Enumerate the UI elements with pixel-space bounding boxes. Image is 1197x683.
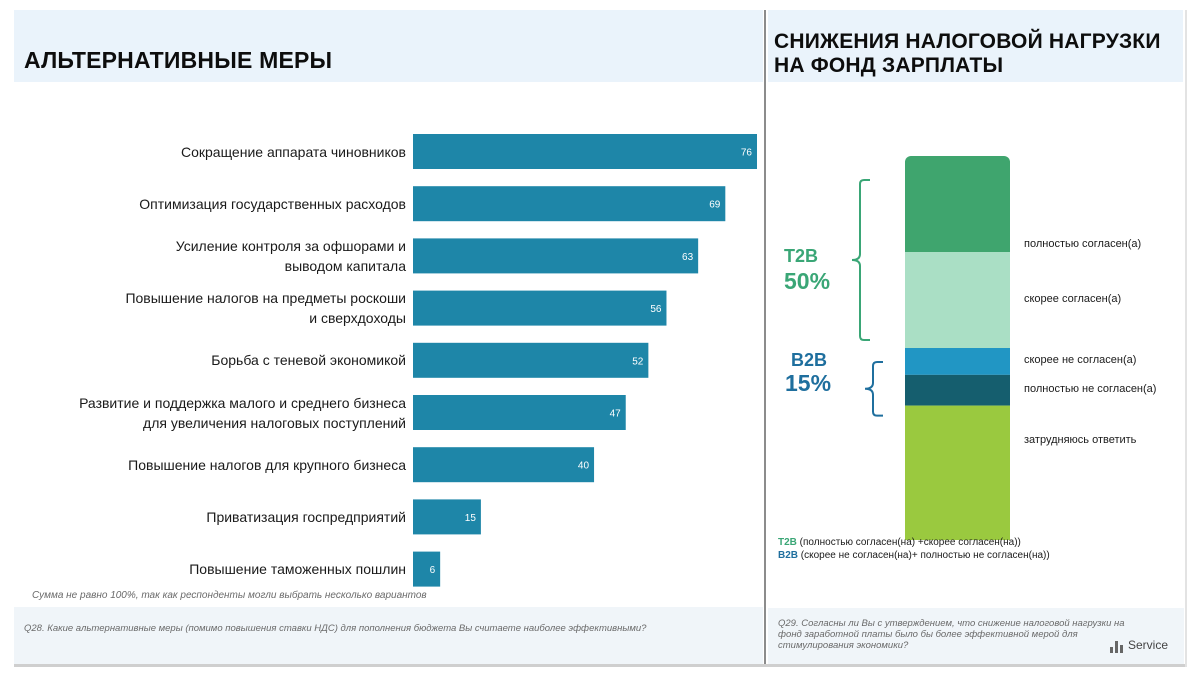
- left-title-bar: АЛЬТЕРНАТИВНЫЕ МЕРЫ: [14, 10, 763, 82]
- bar-2: [413, 186, 726, 222]
- bar-value-label-3: 63: [682, 252, 694, 263]
- bar-category-label-4: Повышение налогов на предметы роскоши и с…: [26, 288, 406, 328]
- logo-text: Service: [1128, 638, 1169, 653]
- bar-category-label-6-line-2: для увеличения налоговых поступлений: [143, 414, 406, 431]
- bar-value-label-1: 76: [741, 148, 753, 159]
- left-title: АЛЬТЕРНАТИВНЫЕ МЕРЫ: [24, 47, 333, 73]
- t2b-label: T2B: [784, 246, 819, 266]
- legend-b2b-key: B2B: [778, 550, 799, 561]
- right-footer: [768, 608, 1184, 665]
- bar-value-label-4: 56: [650, 304, 662, 315]
- bar-value-label-2: 69: [709, 200, 721, 211]
- tax-burden-stacked-chart: [851, 156, 1010, 540]
- bar-category-label-1-line-1: Сокращение аппарата чиновников: [180, 143, 406, 160]
- bar-category-label-2-line-1: Оптимизация государственных расходов: [139, 195, 406, 212]
- right-panel: СНИЖЕНИЯ НАЛОГОВОЙ НАГРУЗКИ НА ФОНД ЗАРП…: [768, 10, 1186, 665]
- stack-segment-label-3: скорее не согласен(а): [1024, 354, 1137, 367]
- legend-t2b-text: (полностью согласен(на) +скорее согласен…: [796, 537, 1021, 548]
- panel-divider: [764, 10, 766, 667]
- question-q29-line-2: фонд заработной платы было бы более эффе…: [778, 629, 1078, 640]
- stack-segment-label-2: скорее согласен(а): [1024, 293, 1122, 305]
- bar-value-label-8: 15: [465, 513, 477, 524]
- right-title-line-1: СНИЖЕНИЯ НАЛОГОВОЙ НАГРУЗКИ: [774, 30, 1161, 53]
- left-panel: АЛЬТЕРНАТИВНЫЕ МЕРЫ 76 69 63 56 52 47 40 15 6 Со…: [14, 10, 763, 665]
- bar-category-label-5: Борьба с теневой экономикой: [26, 350, 406, 370]
- bar-category-label-8-line-1: Приватизация госпредприятий: [206, 508, 406, 525]
- stack-segment-label-5: затрудняюсь ответить: [1024, 433, 1137, 446]
- question-q28: Q28. Какие альтернативные меры (помимо п…: [24, 623, 647, 634]
- b2b-label: B2B: [791, 350, 828, 370]
- bar-value-label-7: 40: [578, 461, 590, 472]
- bar-5: [413, 342, 649, 378]
- legend-t2b: T2B (полностью согласен(на) +скорее согл…: [778, 537, 1021, 548]
- bar-category-label-6-line-1: Развитие и поддержка малого и среднего б…: [79, 394, 406, 411]
- question-q29-line-3: стимулирования экономики?: [778, 640, 909, 651]
- bar-category-label-9: Повышение таможенных пошлин: [26, 559, 406, 579]
- logo-bars-icon: [1110, 641, 1123, 653]
- legend-t2b-key: T2B: [778, 537, 797, 548]
- bar-category-label-1: Сокращение аппарата чиновников: [26, 142, 406, 162]
- stack-segment-label-4: полностью не согласен(а): [1024, 383, 1157, 396]
- left-footer: [14, 607, 763, 665]
- legend-b2b-text: (скорее не согласен(на)+ полностью не со…: [798, 550, 1050, 561]
- bar-category-label-6: Развитие и поддержка малого и среднего б…: [26, 393, 406, 433]
- bar-category-label-9-line-1: Повышение таможенных пошлин: [189, 561, 406, 578]
- service-logo: Service: [1108, 638, 1168, 654]
- stack-segment-4: [905, 374, 1010, 406]
- bar-4: [413, 290, 667, 326]
- bar-category-label-3: Усиление контроля за офшорами и выводом к…: [26, 236, 406, 276]
- stack-segment-1-fill: [905, 164, 1010, 252]
- bar-9: [413, 551, 441, 587]
- bar-category-label-7: Повышение налогов для крупного бизнеса: [26, 455, 406, 475]
- bar-value-label-5: 52: [632, 356, 644, 367]
- b2b-brace: [864, 361, 883, 417]
- bar-value-label-6: 47: [610, 409, 622, 420]
- footnote: Сумма не равно 100%, так как респонденты…: [32, 590, 427, 601]
- page-right-edge: [1185, 10, 1187, 667]
- bar-1: [413, 134, 757, 169]
- bar-7: [413, 447, 595, 483]
- t2b-brace: [851, 179, 870, 341]
- bar-3: [413, 238, 699, 274]
- stack-segment-2: [905, 252, 1010, 348]
- bar-category-label-3-line-2: выводом капитала: [284, 257, 406, 274]
- right-title-line-2: НА ФОНД ЗАРПЛАТЫ: [774, 54, 1004, 77]
- bar-category-label-7-line-1: Повышение налогов для крупного бизнеса: [128, 456, 406, 473]
- bar-8: [413, 499, 481, 535]
- bar-category-label-4-line-1: Повышение налогов на предметы роскоши: [125, 290, 406, 307]
- page-bottom-edge: [14, 664, 1186, 667]
- bar-value-label-9: 6: [430, 565, 436, 576]
- stack-segment-3: [905, 348, 1010, 375]
- right-title-bar: СНИЖЕНИЯ НАЛОГОВОЙ НАГРУЗКИ НА ФОНД ЗАРП…: [768, 10, 1183, 82]
- legend-b2b: B2B (скорее не согласен(на)+ полностью н…: [778, 550, 1050, 561]
- bar-category-label-2: Оптимизация государственных расходов: [26, 194, 406, 214]
- bar-category-label-4-line-2: и сверхдоходы: [309, 310, 406, 327]
- alternative-measures-bar-chart: 76 69 63 56 52 47 40 15 6: [413, 134, 757, 587]
- bar-category-label-3-line-1: Усиление контроля за офшорами и: [175, 237, 406, 254]
- stack-segment-label-1: полностью согласен(а): [1024, 238, 1142, 250]
- b2b-value: 15%: [785, 370, 832, 396]
- t2b-value: 50%: [784, 268, 831, 294]
- bar-category-label-5-line-1: Борьба с теневой экономикой: [211, 352, 406, 369]
- stack-segment-5: [905, 405, 1010, 540]
- bar-6: [413, 395, 626, 430]
- bar-category-label-8: Приватизация госпредприятий: [26, 507, 406, 527]
- question-q29-line-1: Q29. Согласны ли Вы с утверждением, что …: [778, 618, 1125, 629]
